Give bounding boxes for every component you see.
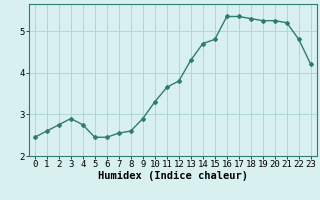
X-axis label: Humidex (Indice chaleur): Humidex (Indice chaleur) bbox=[98, 171, 248, 181]
